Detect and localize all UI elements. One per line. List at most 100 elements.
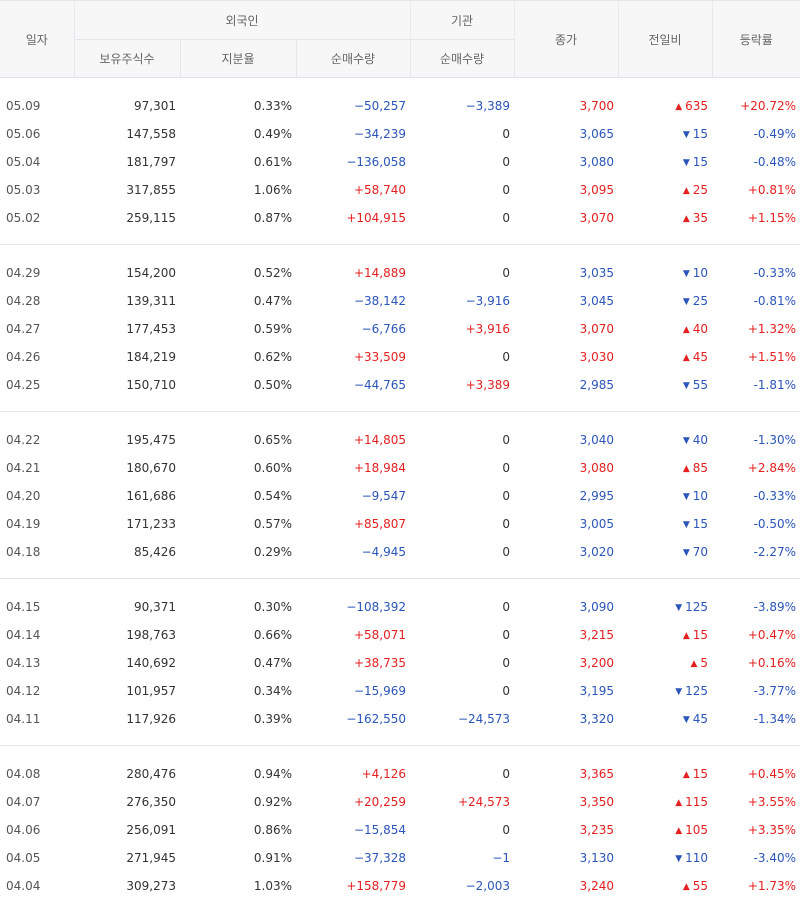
cell-inst-net: 0 (410, 454, 514, 482)
cell-rate-value: -3.77% (754, 684, 796, 698)
cell-ratio-value: 0.92% (254, 795, 292, 809)
cell-foreign-net-value: −136,058 (346, 155, 406, 169)
cell-change-value: 15 (693, 628, 708, 642)
cell-ratio-value: 0.60% (254, 461, 292, 475)
cell-ratio: 0.57% (180, 510, 296, 538)
cell-inst-net-value: −24,573 (458, 712, 510, 726)
cell-date: 05.09 (0, 78, 74, 121)
cell-ratio: 0.33% (180, 78, 296, 121)
cell-ratio-value: 0.87% (254, 211, 292, 225)
cell-foreign-net: −38,142 (296, 287, 410, 315)
cell-date-value: 04.04 (6, 879, 40, 893)
cell-rate-value: -0.81% (754, 294, 796, 308)
triangle-down-icon: ▼ (683, 436, 690, 446)
cell-inst-net: +3,389 (410, 371, 514, 412)
cell-holdings: 180,670 (74, 454, 180, 482)
cell-inst-net-value: 0 (502, 127, 510, 141)
cell-change-value: 125 (685, 684, 708, 698)
cell-rate: -0.50% (712, 510, 800, 538)
cell-holdings: 317,855 (74, 176, 180, 204)
cell-close: 3,045 (514, 287, 618, 315)
cell-rate-value: -3.89% (754, 600, 796, 614)
triangle-up-icon: ▲ (683, 325, 690, 335)
cell-date: 05.03 (0, 176, 74, 204)
cell-foreign-net-value: −9,547 (362, 489, 406, 503)
cell-holdings-value: 309,273 (126, 879, 176, 893)
cell-close: 3,195 (514, 677, 618, 705)
cell-date-value: 04.08 (6, 767, 40, 781)
cell-holdings-value: 97,301 (134, 99, 176, 113)
cell-ratio: 0.61% (180, 148, 296, 176)
cell-close: 3,235 (514, 816, 618, 844)
cell-rate: +0.47% (712, 621, 800, 649)
cell-rate: +1.15% (712, 204, 800, 245)
cell-rate-value: -0.33% (754, 489, 796, 503)
cell-close: 3,320 (514, 705, 618, 746)
cell-foreign-net-value: −108,392 (346, 600, 406, 614)
cell-rate: +2.84% (712, 454, 800, 482)
cell-date: 04.12 (0, 677, 74, 705)
cell-foreign-net: +14,889 (296, 245, 410, 287)
cell-inst-net: −3,389 (410, 78, 514, 121)
cell-foreign-net-value: +20,259 (354, 795, 406, 809)
cell-close: 3,065 (514, 120, 618, 148)
cell-ratio: 0.47% (180, 649, 296, 677)
cell-rate-value: +20.72% (740, 99, 796, 113)
cell-rate: +3.55% (712, 788, 800, 816)
cell-date-value: 04.12 (6, 684, 40, 698)
cell-change-value: 635 (685, 99, 708, 113)
cell-holdings-value: 180,670 (126, 461, 176, 475)
cell-date: 04.25 (0, 371, 74, 412)
cell-foreign-net: −162,550 (296, 705, 410, 746)
cell-rate-value: -0.49% (754, 127, 796, 141)
cell-holdings: 259,115 (74, 204, 180, 245)
cell-holdings-value: 280,476 (126, 767, 176, 781)
cell-close-value: 3,045 (580, 294, 614, 308)
cell-change-value: 15 (693, 155, 708, 169)
cell-date-value: 05.09 (6, 99, 40, 113)
cell-date-value: 05.06 (6, 127, 40, 141)
cell-ratio: 0.86% (180, 816, 296, 844)
cell-rate-value: +1.32% (748, 322, 796, 336)
cell-foreign-net-value: +14,889 (354, 266, 406, 280)
triangle-down-icon: ▼ (683, 520, 690, 530)
cell-date-value: 04.22 (6, 433, 40, 447)
cell-holdings: 280,476 (74, 746, 180, 788)
cell-change-value: 105 (685, 823, 708, 837)
cell-inst-net-value: −3,389 (466, 99, 510, 113)
cell-foreign-net-value: −162,550 (346, 712, 406, 726)
cell-change-value: 125 (685, 600, 708, 614)
cell-change: ▼10 (618, 245, 712, 287)
header-holdings: 보유주식수 (74, 40, 180, 78)
cell-date-value: 04.27 (6, 322, 40, 336)
cell-rate-value: -0.50% (754, 517, 796, 531)
cell-date: 05.06 (0, 120, 74, 148)
cell-foreign-net: +104,915 (296, 204, 410, 245)
cell-rate: -1.81% (712, 371, 800, 412)
cell-foreign-net: +158,779 (296, 872, 410, 912)
cell-rate: -3.89% (712, 579, 800, 621)
cell-foreign-net-value: +14,805 (354, 433, 406, 447)
cell-ratio: 0.39% (180, 705, 296, 746)
cell-close-value: 3,215 (580, 628, 614, 642)
cell-close-value: 3,195 (580, 684, 614, 698)
cell-date: 04.08 (0, 746, 74, 788)
cell-close: 3,365 (514, 746, 618, 788)
cell-rate-value: +1.15% (748, 211, 796, 225)
cell-close: 3,095 (514, 176, 618, 204)
cell-rate-value: +0.81% (748, 183, 796, 197)
cell-close-value: 2,995 (580, 489, 614, 503)
cell-close-value: 3,080 (580, 461, 614, 475)
cell-date-value: 04.11 (6, 712, 40, 726)
cell-inst-net: 0 (410, 120, 514, 148)
cell-change: ▼10 (618, 482, 712, 510)
cell-inst-net: 0 (410, 579, 514, 621)
cell-change: ▼45 (618, 705, 712, 746)
